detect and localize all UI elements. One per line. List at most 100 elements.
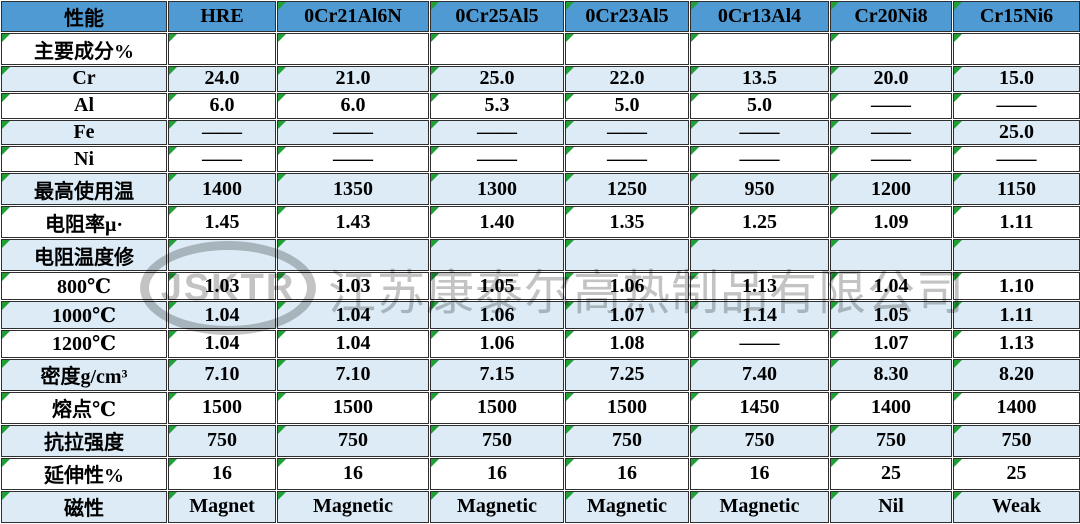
table-cell: Magnetic [277, 490, 429, 523]
table-cell: —— [953, 146, 1080, 173]
table-cell: 1.04 [830, 272, 952, 301]
table-cell: 7.40 [690, 358, 829, 391]
table-cell: 1400 [953, 391, 1080, 424]
table-cell: 1200 [830, 173, 952, 206]
table-cell: —— [830, 146, 952, 173]
row-header-cell: 1000℃ [1, 301, 167, 329]
table-cell: 1.06 [430, 301, 564, 329]
table-row: 抗拉强度 750 750 750 750 750 750 750 [1, 424, 1080, 457]
table-row: 熔点℃ 1500 1500 1500 1500 1450 1400 1400 [1, 391, 1080, 424]
table-cell: —— [168, 119, 276, 146]
table-cell: 7.10 [277, 358, 429, 391]
table-row: 1000℃ 1.04 1.04 1.06 1.07 1.14 1.05 1.11 [1, 301, 1080, 329]
table-cell: —— [690, 146, 829, 173]
table-cell: 5.3 [430, 92, 564, 119]
table-cell [953, 239, 1080, 272]
table-row: 最高使用温 1400 1350 1300 1250 950 1200 1150 [1, 173, 1080, 206]
table-cell: 950 [690, 173, 829, 206]
table-cell: 1.25 [690, 206, 829, 239]
table-cell: 24.0 [168, 66, 276, 92]
table-cell: —— [690, 119, 829, 146]
table-cell: —— [565, 146, 689, 173]
row-header-cell: Ni [1, 146, 167, 173]
table-cell: 1400 [168, 173, 276, 206]
row-header-cell: 延伸性% [1, 457, 167, 490]
row-header-cell: 最高使用温 [1, 173, 167, 206]
table-cell: —— [830, 119, 952, 146]
column-header: 性能 [1, 1, 167, 32]
table-cell: 1500 [277, 391, 429, 424]
table-row: 密度g/cm³ 7.10 7.10 7.15 7.25 7.40 8.30 8.20 [1, 358, 1080, 391]
row-header-cell: 密度g/cm³ [1, 358, 167, 391]
table-cell: 1500 [565, 391, 689, 424]
table-cell: 1.04 [168, 330, 276, 358]
table-cell: 1.40 [430, 206, 564, 239]
table-row: 电阻温度修 [1, 239, 1080, 272]
table-cell: 25.0 [430, 66, 564, 92]
table-cell: 1.04 [277, 301, 429, 329]
table-cell: 20.0 [830, 66, 952, 92]
table-cell: 1.04 [168, 301, 276, 329]
table-cell: 7.25 [565, 358, 689, 391]
table-cell: 750 [277, 424, 429, 457]
column-header: HRE [168, 1, 276, 32]
table-cell [565, 239, 689, 272]
table-row: 延伸性% 16 16 16 16 16 25 25 [1, 457, 1080, 490]
table-cell: Magnet [168, 490, 276, 523]
table-cell: 1.03 [168, 272, 276, 301]
table-cell: 1.06 [430, 330, 564, 358]
table-cell: 1.13 [690, 272, 829, 301]
table-cell: 1.06 [565, 272, 689, 301]
table-row: Cr 24.0 21.0 25.0 22.0 13.5 20.0 15.0 [1, 66, 1080, 92]
row-header-cell: 磁性 [1, 490, 167, 523]
table-cell: Magnetic [565, 490, 689, 523]
table-header-row: 性能 HRE 0Cr21Al6N 0Cr25Al5 0Cr23Al5 0Cr13Al4 Cr… [1, 1, 1080, 32]
table-cell: 16 [565, 457, 689, 490]
table-row: 主要成分% [1, 33, 1080, 65]
table-row: Al 6.0 6.0 5.3 5.0 5.0 —— —— [1, 92, 1080, 119]
table-cell: 21.0 [277, 66, 429, 92]
row-header-cell: 电阻率μ· [1, 206, 167, 239]
table-cell: Magnetic [430, 490, 564, 523]
table-cell: 16 [690, 457, 829, 490]
table-row: 电阻率μ· 1.45 1.43 1.40 1.35 1.25 1.09 1.11 [1, 206, 1080, 239]
table-cell: 1.11 [953, 206, 1080, 239]
table-cell: Weak [953, 490, 1080, 523]
table-cell: 1300 [430, 173, 564, 206]
row-header-cell: 熔点℃ [1, 391, 167, 424]
table-cell: 5.0 [690, 92, 829, 119]
table-cell: 1.43 [277, 206, 429, 239]
table-cell: 5.0 [565, 92, 689, 119]
column-header: 0Cr21Al6N [277, 1, 429, 32]
table-row: Fe —— —— —— —— —— —— 25.0 [1, 119, 1080, 146]
table-cell: 750 [430, 424, 564, 457]
row-header-cell: Cr [1, 66, 167, 92]
table-cell: 13.5 [690, 66, 829, 92]
table-cell: —— [830, 92, 952, 119]
table-cell: 1.05 [430, 272, 564, 301]
table-cell: 1150 [953, 173, 1080, 206]
table-cell: 1500 [430, 391, 564, 424]
table-row: Ni —— —— —— —— —— —— —— [1, 146, 1080, 173]
table-cell [690, 239, 829, 272]
table-cell: 15.0 [953, 66, 1080, 92]
column-header: Cr20Ni8 [830, 1, 952, 32]
table-cell: —— [430, 119, 564, 146]
table-cell: 25 [953, 457, 1080, 490]
table-row: 800℃ 1.03 1.03 1.05 1.06 1.13 1.04 1.10 [1, 272, 1080, 301]
column-header: Cr15Ni6 [953, 1, 1080, 32]
column-header: 0Cr25Al5 [430, 1, 564, 32]
table-cell: 25 [830, 457, 952, 490]
table-cell: 1350 [277, 173, 429, 206]
table-cell [830, 33, 952, 65]
table-cell: 8.20 [953, 358, 1080, 391]
row-header-cell: 抗拉强度 [1, 424, 167, 457]
table-cell [430, 239, 564, 272]
table-cell: —— [277, 146, 429, 173]
table-cell: 1.10 [953, 272, 1080, 301]
table-row: 磁性 Magnet Magnetic Magnetic Magnetic Magnetic… [1, 490, 1080, 523]
table-cell: 16 [430, 457, 564, 490]
table-cell [277, 239, 429, 272]
column-header: 0Cr13Al4 [690, 1, 829, 32]
